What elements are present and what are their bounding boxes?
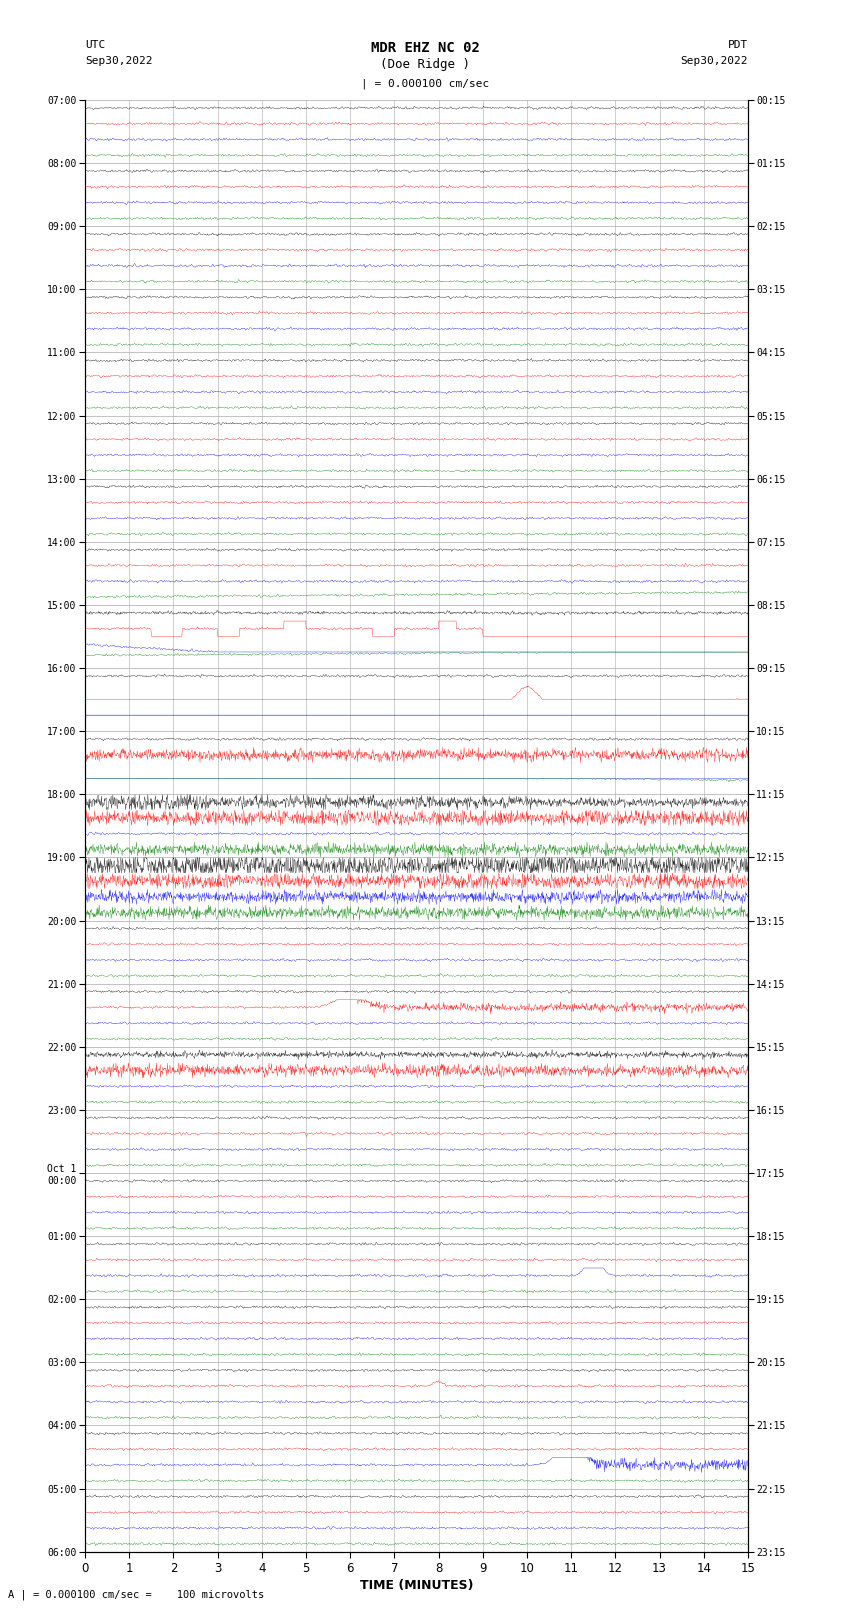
Text: (Doe Ridge ): (Doe Ridge ) bbox=[380, 58, 470, 71]
Text: A | = 0.000100 cm/sec =    100 microvolts: A | = 0.000100 cm/sec = 100 microvolts bbox=[8, 1589, 264, 1600]
Text: | = 0.000100 cm/sec: | = 0.000100 cm/sec bbox=[361, 77, 489, 89]
Text: MDR EHZ NC 02: MDR EHZ NC 02 bbox=[371, 40, 479, 55]
Text: Sep30,2022: Sep30,2022 bbox=[681, 56, 748, 66]
Text: PDT: PDT bbox=[728, 40, 748, 50]
X-axis label: TIME (MINUTES): TIME (MINUTES) bbox=[360, 1579, 473, 1592]
Text: UTC: UTC bbox=[85, 40, 105, 50]
Text: Sep30,2022: Sep30,2022 bbox=[85, 56, 152, 66]
